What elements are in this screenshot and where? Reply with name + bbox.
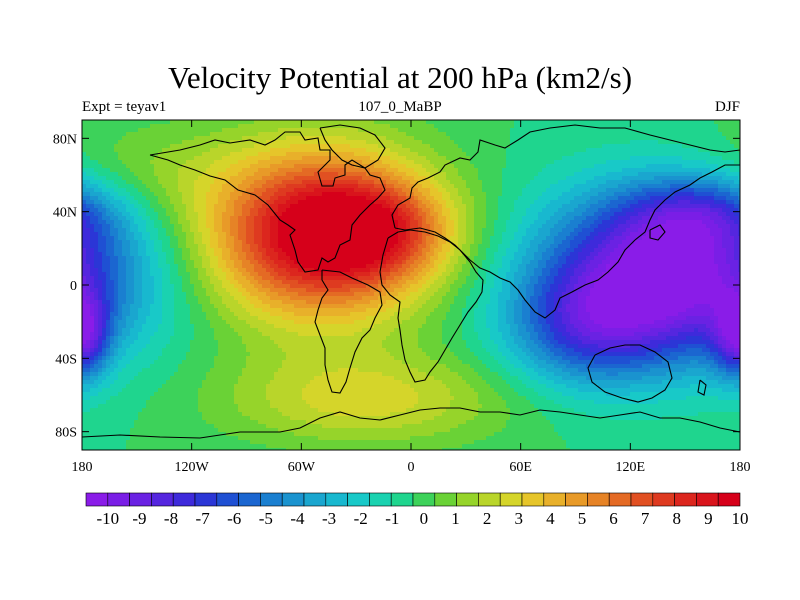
colorbar-box bbox=[456, 492, 479, 507]
colorbar-label: -6 bbox=[227, 509, 241, 528]
colorbar-box bbox=[194, 492, 218, 507]
colorbar-label: 3 bbox=[514, 509, 523, 528]
colorbar-label: 2 bbox=[483, 509, 492, 528]
coastline-eurasia bbox=[391, 124, 740, 319]
lon-tick-label: 60E bbox=[509, 460, 532, 475]
coastline-north-america bbox=[149, 131, 386, 273]
colorbar-label: -4 bbox=[290, 509, 305, 528]
colorbar-box bbox=[674, 492, 697, 507]
colorbar-box bbox=[347, 492, 370, 507]
longitude-axis: 180 120W 60W 0 60E 120E 180 bbox=[72, 120, 751, 475]
colorbar-box bbox=[85, 492, 109, 507]
colorbar-label: 5 bbox=[578, 509, 587, 528]
lon-tick-label: 120E bbox=[616, 460, 646, 475]
colorbar-box bbox=[696, 492, 719, 507]
colorbar-box bbox=[325, 492, 348, 507]
coastline-greenland bbox=[319, 124, 386, 169]
lat-tick-label: 40N bbox=[53, 206, 77, 221]
colorbar-label: 8 bbox=[673, 509, 682, 528]
colorbar-box bbox=[608, 492, 632, 507]
experiment-label: Expt = teyav1 bbox=[82, 99, 167, 115]
colorbar-label: -1 bbox=[385, 509, 399, 528]
colorbar-box bbox=[652, 492, 675, 507]
velocity-potential-field bbox=[82, 120, 740, 450]
colorbar-box bbox=[260, 492, 283, 507]
colorbar-label: 1 bbox=[451, 509, 460, 528]
coastline-japan bbox=[649, 224, 666, 241]
colorbar-box bbox=[521, 492, 545, 507]
colorbar-label: 10 bbox=[732, 509, 749, 528]
colorbar-box bbox=[369, 492, 392, 507]
colorbar-box bbox=[238, 492, 261, 507]
colorbar-label: -3 bbox=[322, 509, 336, 528]
colorbar-label: -8 bbox=[164, 509, 178, 528]
colorbar-box bbox=[151, 492, 174, 507]
lat-tick-label: 0 bbox=[70, 279, 77, 294]
colorbar: -10 -9 -8 -7 -6 -5 -4 -3 -2 -1 0 1 2 3 4 5 6 7 8 9 10 bbox=[85, 492, 749, 528]
lat-tick-label: 40S bbox=[55, 352, 77, 367]
colorbar-label: 6 bbox=[609, 509, 618, 528]
colorbar-box bbox=[717, 492, 741, 507]
latitude-axis: 80N 40N 0 40S 80S bbox=[53, 132, 740, 441]
coastlines bbox=[82, 124, 740, 439]
coastline-australia bbox=[587, 344, 673, 403]
season-label: DJF bbox=[714, 99, 740, 115]
colorbar-box bbox=[216, 492, 239, 507]
colorbar-box bbox=[630, 492, 654, 507]
colorbar-box bbox=[107, 492, 130, 507]
coastline-antarctica bbox=[82, 407, 740, 439]
lon-tick-label: 120W bbox=[175, 460, 210, 475]
colorbar-label: 9 bbox=[704, 509, 713, 528]
coastline-new-zealand bbox=[697, 379, 707, 396]
colorbar-box bbox=[303, 492, 327, 507]
colorbar-box bbox=[565, 492, 588, 507]
colorbar-label: 7 bbox=[641, 509, 650, 528]
period-label: 107_0_MaBP bbox=[358, 99, 442, 115]
lon-tick-label: 180 bbox=[730, 460, 751, 475]
lon-tick-label: 0 bbox=[408, 460, 415, 475]
colorbar-label: -9 bbox=[132, 509, 146, 528]
colorbar-label: -7 bbox=[196, 509, 211, 528]
coastline-south-america bbox=[314, 269, 383, 394]
colorbar-label: -2 bbox=[354, 509, 368, 528]
colorbar-label: 0 bbox=[420, 509, 429, 528]
colorbar-box bbox=[172, 492, 196, 507]
colorbar-label: 4 bbox=[546, 509, 555, 528]
colorbar-label: -5 bbox=[259, 509, 273, 528]
colorbar-box bbox=[281, 492, 305, 507]
colorbar-box bbox=[478, 492, 501, 507]
plot-title: Velocity Potential at 200 hPa (km2/s) bbox=[167, 60, 633, 95]
lat-tick-label: 80S bbox=[55, 426, 77, 441]
colorbar-box bbox=[587, 492, 610, 507]
colorbar-box bbox=[390, 492, 414, 507]
colorbar-box bbox=[412, 492, 436, 507]
lon-tick-label: 180 bbox=[72, 460, 93, 475]
lat-tick-label: 80N bbox=[53, 132, 77, 147]
colorbar-label: -10 bbox=[96, 509, 119, 528]
colorbar-box bbox=[543, 492, 566, 507]
colorbar-box bbox=[434, 492, 457, 507]
colorbar-box bbox=[499, 492, 523, 507]
colorbar-box bbox=[129, 492, 152, 507]
lon-tick-label: 60W bbox=[288, 460, 316, 475]
